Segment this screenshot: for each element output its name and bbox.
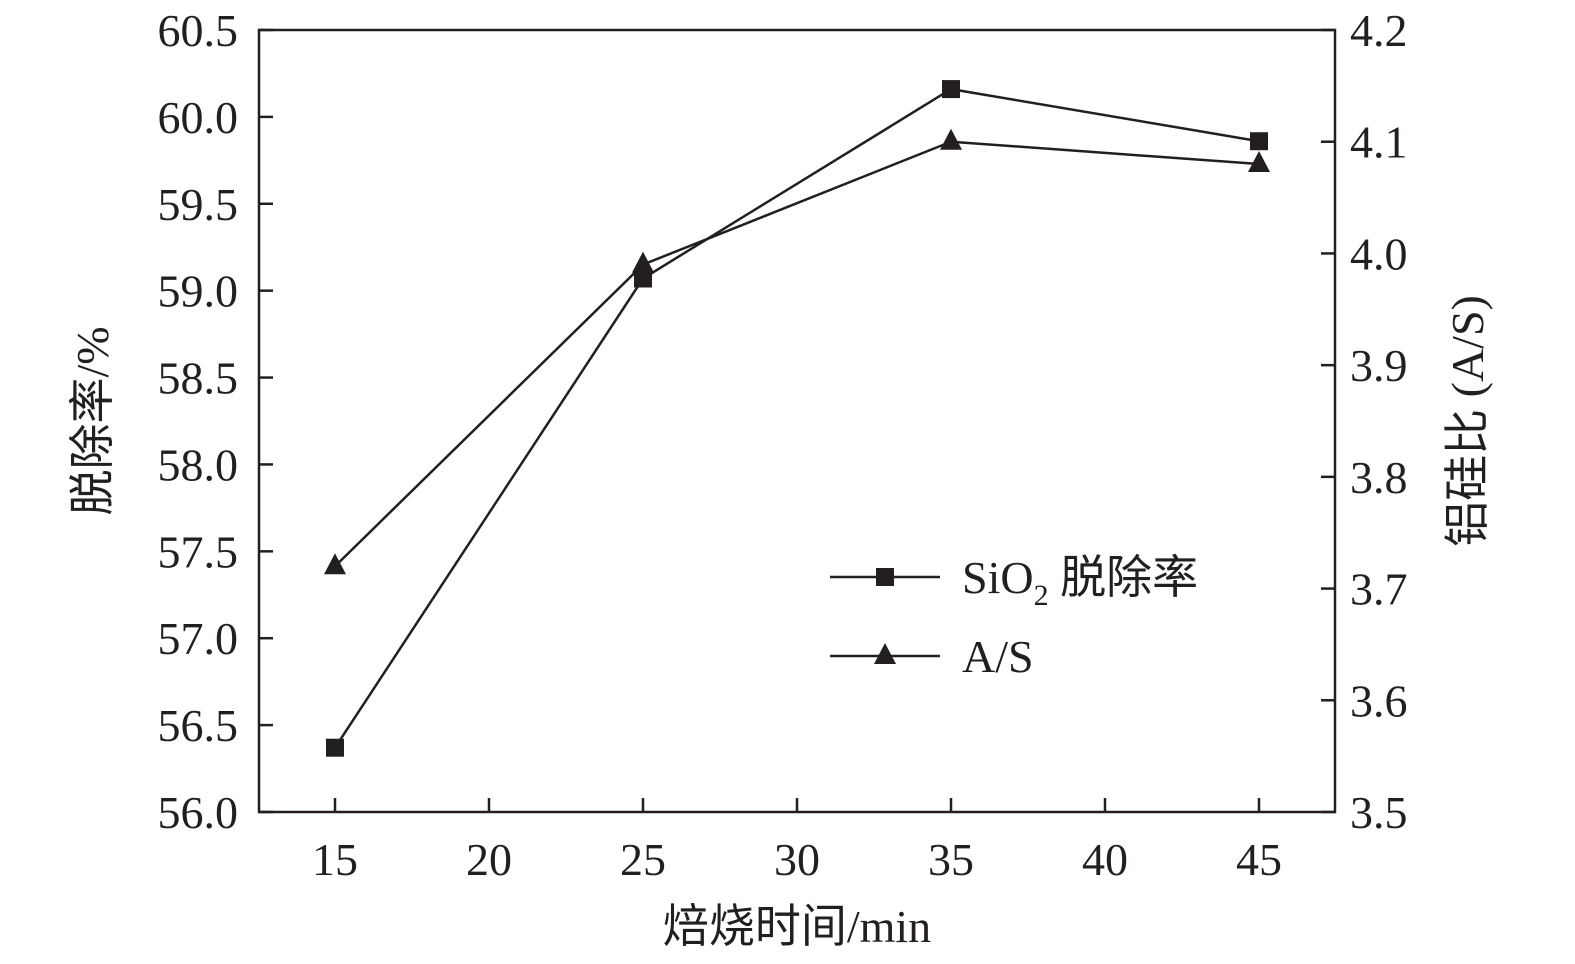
plot-frame: [257, 28, 1337, 814]
series-line-as-ratio: [334, 140, 1260, 568]
x-tick-label: 25: [620, 834, 666, 885]
data-point-triangle: [324, 553, 346, 575]
left-y-axis-title: 脱除率/%: [67, 326, 118, 515]
right-y-tick-label: 3.7: [1350, 564, 1408, 615]
left-y-tick-label: 60.5: [158, 5, 239, 56]
left-y-axis-ticks: 56.0 56.5 57.0 57.5 58.0 58.5 59.0 59.5 60.0 60.5: [158, 5, 273, 838]
legend-triangle-marker: [874, 643, 896, 664]
data-point-triangle: [940, 128, 962, 150]
legend-label-sio2: SiO2 脱除率: [962, 552, 1198, 612]
series-line-sio2-removal: [333, 87, 1260, 749]
right-y-tick-label: 4.0: [1350, 228, 1408, 279]
legend-square-marker: [876, 568, 894, 586]
legend-label-as: A/S: [962, 631, 1034, 682]
left-y-tick-label: 57.5: [158, 526, 239, 577]
data-point-square: [634, 269, 652, 288]
x-axis-title: 焙烧时间/min: [663, 901, 931, 952]
right-y-tick-label: 4.2: [1350, 5, 1408, 56]
data-point-square: [942, 80, 960, 99]
left-y-tick-label: 56.5: [158, 700, 239, 751]
x-tick-label: 40: [1082, 834, 1128, 885]
right-y-tick-label: 3.5: [1350, 787, 1408, 838]
x-tick-label: 35: [928, 834, 974, 885]
x-axis-ticks: 15 20 25 30 35 40 45: [312, 798, 1282, 885]
data-point-triangle: [1248, 151, 1270, 173]
legend-entry-as: A/S: [830, 631, 1034, 682]
data-point-triangle: [632, 251, 654, 273]
x-tick-label: 45: [1236, 834, 1282, 885]
x-tick-label: 15: [312, 834, 358, 885]
left-y-tick-label: 57.0: [158, 613, 239, 664]
right-y-tick-label: 3.6: [1350, 675, 1408, 726]
right-y-tick-label: 3.9: [1350, 340, 1408, 391]
left-y-tick-label: 59.0: [158, 266, 239, 317]
left-y-tick-label: 59.5: [158, 179, 239, 230]
x-tick-label: 30: [774, 834, 820, 885]
left-y-tick-label: 58.0: [158, 439, 239, 490]
right-y-tick-label: 4.1: [1350, 117, 1408, 168]
legend-entry-sio2: SiO2 脱除率: [830, 552, 1198, 612]
legend: SiO2 脱除率 A/S: [830, 552, 1198, 682]
right-y-axis-ticks: 3.5 3.6 3.7 3.8 3.9 4.0 4.1 4.2: [1321, 5, 1408, 838]
right-y-axis-title: 铝硅比 (A/S): [1442, 295, 1493, 547]
left-y-tick-label: 60.0: [158, 92, 239, 143]
x-tick-label: 20: [466, 834, 512, 885]
data-point-square: [326, 738, 344, 757]
right-y-tick-label: 3.8: [1350, 452, 1408, 503]
data-point-square: [1250, 132, 1268, 151]
left-y-tick-label: 56.0: [158, 787, 239, 838]
series-layer: [324, 80, 1270, 757]
left-y-tick-label: 58.5: [158, 353, 239, 404]
